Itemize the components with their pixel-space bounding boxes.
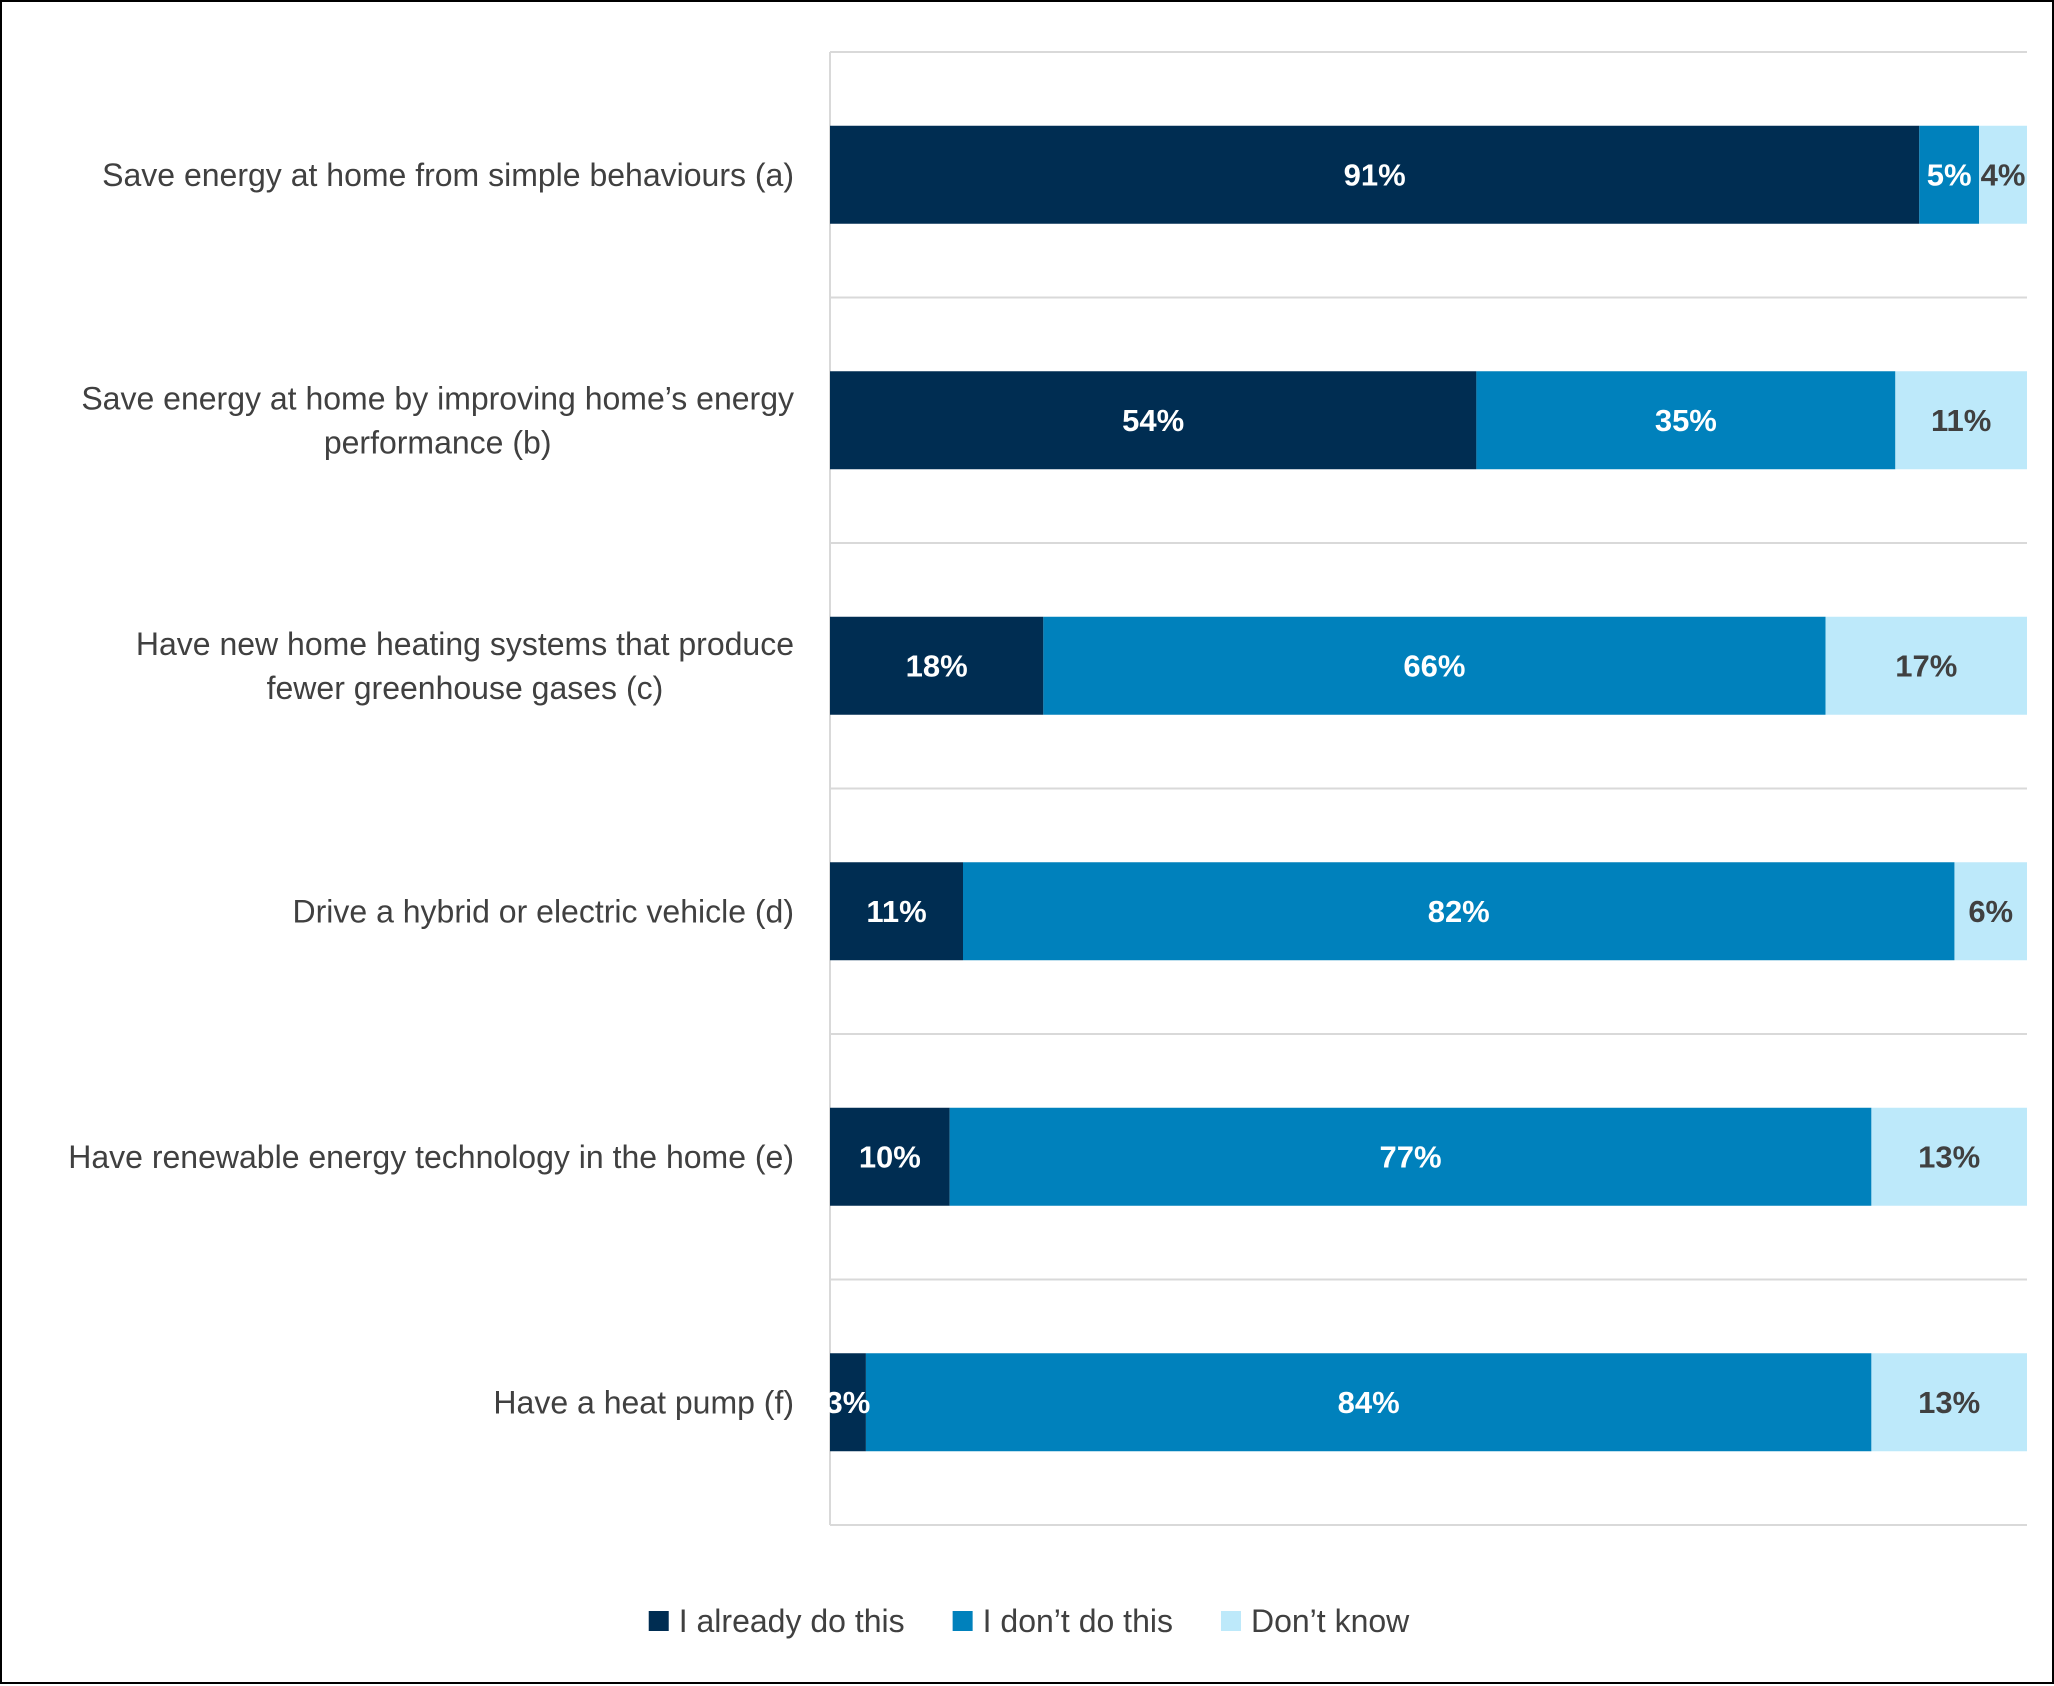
data-label: 54%: [1122, 403, 1184, 438]
data-label: 13%: [1918, 1139, 1980, 1174]
bar-segment: [830, 862, 963, 961]
data-label: 3%: [826, 1385, 871, 1420]
bar-segment: [1825, 616, 2027, 715]
bar-segment: [830, 616, 1044, 715]
bar-segments: [830, 125, 2027, 1452]
bar-segment: [830, 125, 1920, 224]
legend: I already do this I don’t do this Don’t kn…: [648, 1603, 1410, 1639]
data-label: 17%: [1895, 648, 1957, 683]
data-label: 10%: [859, 1139, 921, 1174]
legend-label: Don’t know: [1251, 1603, 1410, 1639]
category-label: Have renewable energy technology in the …: [68, 1139, 794, 1175]
bar-segment: [949, 1107, 1872, 1206]
data-label: 77%: [1380, 1139, 1442, 1174]
data-label: 4%: [1981, 157, 2026, 192]
bar-segment: [1979, 125, 2027, 224]
category-label: Drive a hybrid or electric vehicle (d): [293, 893, 795, 929]
data-label: 18%: [906, 648, 968, 683]
bar-segment: [1043, 616, 1826, 715]
bar-segment: [1871, 1107, 2027, 1206]
bar-segment: [963, 862, 1955, 961]
grid-lines: [829, 51, 2027, 1526]
data-label: 91%: [1344, 157, 1406, 192]
bar-segment: [830, 1107, 950, 1206]
bar-segment: [830, 371, 1477, 470]
bar-segment: [865, 1353, 1872, 1452]
legend-swatch: [952, 1611, 973, 1631]
legend-swatch: [648, 1611, 669, 1631]
data-label: 11%: [1931, 403, 1991, 438]
data-label: 35%: [1655, 403, 1717, 438]
category-label: Have a heat pump (f): [493, 1384, 794, 1420]
bar-segment: [830, 1353, 866, 1452]
bar-segment: [1871, 1353, 2027, 1452]
category-label: Save energy at home from simple behaviou…: [102, 157, 794, 193]
legend-swatch: [1220, 1611, 1241, 1631]
bar-segment: [1954, 862, 2027, 961]
data-label: 5%: [1927, 157, 1972, 192]
data-label: 84%: [1338, 1385, 1400, 1420]
category-label: Have new home heating systems that produ…: [136, 626, 794, 706]
bar-segment: [1476, 371, 1896, 470]
data-label: 82%: [1428, 894, 1490, 929]
data-label: 66%: [1403, 648, 1465, 683]
category-labels: Save energy at home from simple behaviou…: [68, 157, 794, 1421]
legend-label: I already do this: [679, 1603, 905, 1639]
data-label: 6%: [1968, 894, 2013, 929]
data-labels: 91% 5% 4% 54% 35% 11% 18% 66% 17% 11% 82% 6% 10% 77% 1…: [826, 157, 2026, 1420]
bar-segment: [1919, 125, 1980, 224]
data-label: 13%: [1918, 1385, 1980, 1420]
legend-label: I don’t do this: [983, 1603, 1173, 1639]
bar-segment: [1895, 371, 2027, 470]
category-label: Save energy at home by improving home’s …: [81, 380, 794, 460]
data-label: 11%: [866, 894, 926, 929]
